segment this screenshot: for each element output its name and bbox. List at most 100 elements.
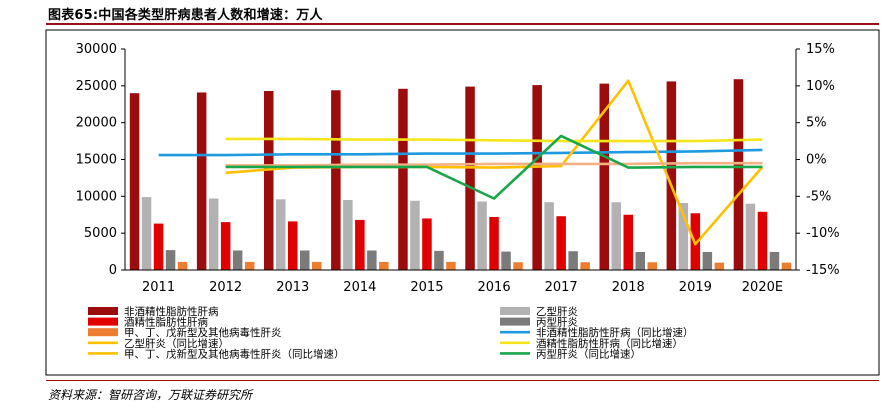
bar <box>544 202 554 270</box>
bar <box>141 197 152 270</box>
legend-label: 乙型肝炎（同比增速） <box>124 337 229 350</box>
bar <box>410 200 420 270</box>
bar <box>288 221 298 270</box>
bar <box>422 218 432 270</box>
legend-swatch <box>88 328 118 337</box>
bar <box>153 223 164 270</box>
bar <box>312 261 322 270</box>
x-tick-label: 2017 <box>545 280 578 295</box>
bar <box>580 262 590 270</box>
series-line <box>158 148 763 157</box>
x-tick-label: 2012 <box>209 280 242 295</box>
y-left-tick-label: 30000 <box>76 42 117 57</box>
legend-label: 乙型肝炎 <box>536 305 578 318</box>
y-right-tick-label: -10% <box>806 226 840 241</box>
bar <box>477 201 487 270</box>
legend-label: 非酒精性脂肪性肝病（同比增速） <box>536 326 694 339</box>
x-tick-label: 2011 <box>142 280 175 295</box>
bar <box>355 219 365 270</box>
bar <box>532 85 542 270</box>
legend-swatch <box>88 307 118 315</box>
legend-label: 甲、丁、戊新型及其他病毒性肝炎 <box>124 326 282 339</box>
bar <box>745 203 756 270</box>
bar <box>568 251 578 270</box>
y-left-tick-label: 0 <box>109 263 117 278</box>
legend-label: 丙型肝炎 <box>536 316 578 329</box>
bar <box>769 251 780 270</box>
bar <box>623 214 633 270</box>
bar-series-group <box>129 79 792 271</box>
x-tick-label: 2015 <box>410 280 443 295</box>
line-series-group <box>158 79 764 246</box>
bar <box>611 202 621 270</box>
series-line <box>225 161 763 167</box>
bar <box>647 262 657 270</box>
chart-frame <box>45 29 880 376</box>
legend-label: 丙型肝炎（同比增速） <box>536 347 641 360</box>
y-right-tick-label: 5% <box>806 116 827 131</box>
source-note: 资料来源：智研咨询，万联证券研究所 <box>48 388 253 402</box>
x-tick-label: 2020E <box>742 280 783 295</box>
bar <box>165 250 176 270</box>
y-right-tick-label: -5% <box>806 189 831 204</box>
x-tick-label: 2019 <box>679 280 712 295</box>
bar <box>367 250 377 270</box>
bar <box>196 92 207 270</box>
bar <box>678 202 689 270</box>
bar <box>465 86 475 270</box>
bar <box>276 199 286 270</box>
bar <box>702 251 713 270</box>
bar <box>331 90 341 271</box>
bar <box>208 198 219 270</box>
legend-label: 酒精性脂肪性肝病 <box>124 316 208 329</box>
bar <box>220 222 231 270</box>
bar <box>781 262 792 270</box>
bar <box>714 262 725 270</box>
y-right-tick-label: 0% <box>806 153 827 168</box>
bar <box>513 262 523 270</box>
bar <box>300 250 310 270</box>
y-left-tick-label: 25000 <box>76 79 117 94</box>
bar <box>733 79 744 270</box>
bar <box>398 88 408 270</box>
bar <box>599 83 609 270</box>
legend-label: 甲、丁、戊新型及其他病毒性肝炎（同比增速） <box>124 347 345 360</box>
bar <box>434 250 444 270</box>
axes-group: 0 5000 10000 15000 20000 25000 30000 -15% -10% -5… <box>76 42 840 295</box>
bar <box>379 261 389 270</box>
legend-swatch <box>500 317 530 326</box>
x-tick-label: 2013 <box>276 280 309 295</box>
bar <box>666 81 677 270</box>
series-line <box>225 134 763 200</box>
bar <box>232 250 243 270</box>
bar <box>343 200 353 270</box>
bar <box>489 216 499 270</box>
y-left-tick-label: 20000 <box>76 116 117 131</box>
bar <box>757 211 768 270</box>
figure-title: 图表65:中国各类型肝病患者人数和增速：万人 <box>48 8 323 23</box>
y-right-tick-label: -15% <box>806 263 840 278</box>
bar <box>635 251 645 270</box>
title-rule <box>46 23 879 25</box>
bar <box>501 251 511 270</box>
x-tick-label: 2014 <box>343 280 376 295</box>
x-tick-label: 2016 <box>478 280 511 295</box>
y-right-tick-label: 15% <box>806 42 835 57</box>
bar <box>556 216 566 270</box>
bar <box>264 90 274 271</box>
x-tick-label: 2018 <box>612 280 645 295</box>
bar <box>177 261 188 270</box>
y-left-tick-label: 15000 <box>76 153 117 168</box>
series-line <box>225 137 763 143</box>
legend-swatch <box>88 317 118 326</box>
bar <box>446 261 456 270</box>
legend-swatch <box>500 307 530 315</box>
y-right-tick-label: 10% <box>806 79 835 94</box>
y-left-tick-label: 5000 <box>84 226 117 241</box>
source-rule <box>46 380 879 381</box>
bar <box>244 261 255 270</box>
y-left-tick-label: 10000 <box>76 189 117 204</box>
legend-label: 酒精性脂肪性肝病（同比增速） <box>536 337 683 350</box>
